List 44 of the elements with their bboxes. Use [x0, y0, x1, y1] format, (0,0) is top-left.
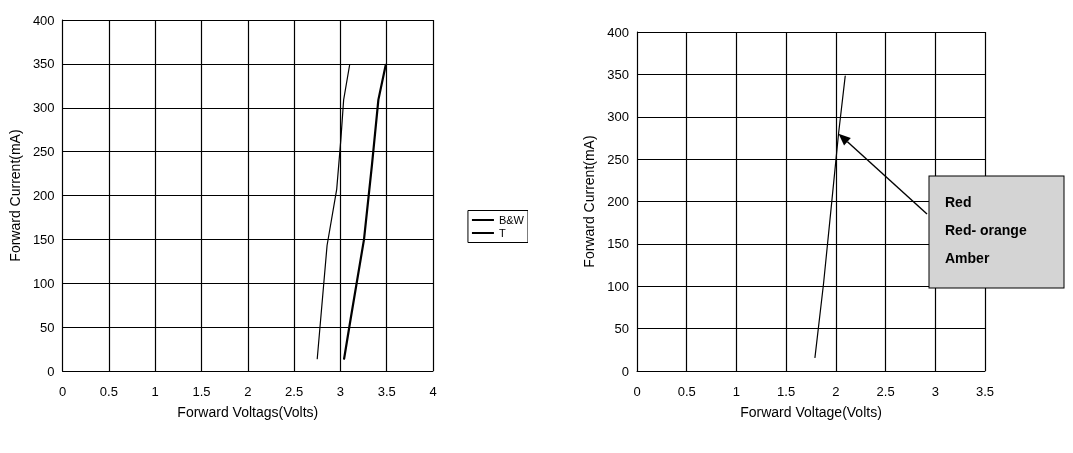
x-tick-label: 3.5: [377, 384, 396, 399]
x-tick-label: 2: [832, 384, 840, 399]
annotation: Red: [945, 194, 972, 210]
x-tick-label: 2.5: [876, 384, 895, 399]
y-tick-label: 350: [607, 66, 629, 82]
x-axis-title: Forward Voltags(Volts): [177, 404, 319, 420]
y-tick-label: 300: [607, 109, 629, 125]
x-tick-label: 1.5: [192, 384, 211, 399]
legend-label: T: [498, 227, 506, 239]
x-tick-label: 0.5: [677, 384, 696, 399]
y-tick-label: 0: [47, 363, 55, 379]
annotation: Red- orange: [945, 222, 1027, 238]
x-tick-label: 3: [931, 384, 939, 399]
y-tick-label: 150: [32, 231, 55, 247]
annotation: Amber: [945, 250, 990, 266]
y-tick-label: 50: [40, 319, 55, 335]
x-tick-label: 3: [336, 384, 345, 399]
y-tick-label: 300: [32, 100, 55, 116]
y-tick-label: 200: [607, 194, 629, 209]
x-tick-label: 1.5: [777, 384, 796, 399]
y-tick-label: 350: [32, 56, 55, 72]
x-tick-label: 0: [58, 384, 67, 399]
x-tick-label: 3.5: [975, 384, 995, 399]
x-tick-label: 0.5: [99, 384, 118, 399]
x-tick-label: 4: [429, 384, 437, 399]
x-tick-label: 2: [244, 384, 252, 399]
y-axis-title: Forward Current(mA): [7, 129, 23, 262]
y-tick-label: 200: [32, 188, 55, 203]
legend-label: B&W: [498, 214, 525, 226]
x-tick-label: 1: [732, 384, 741, 399]
y-tick-label: 100: [607, 278, 629, 294]
y-tick-label: 250: [607, 151, 629, 167]
y-axis-title: Forward Current(mA): [581, 135, 598, 268]
y-tick-label: 400: [32, 12, 55, 28]
y-tick-label: 250: [32, 144, 55, 160]
x-axis-title: Forward Voltage(Volts): [740, 404, 882, 420]
x-tick-label: 0: [633, 384, 641, 399]
y-tick-label: 50: [614, 321, 629, 337]
x-tick-label: 2.5: [285, 384, 304, 399]
y-tick-label: 400: [607, 24, 629, 40]
y-tick-label: 150: [607, 236, 629, 252]
x-tick-label: 1: [151, 384, 159, 399]
y-tick-label: 0: [621, 363, 629, 379]
y-tick-label: 100: [32, 275, 55, 291]
